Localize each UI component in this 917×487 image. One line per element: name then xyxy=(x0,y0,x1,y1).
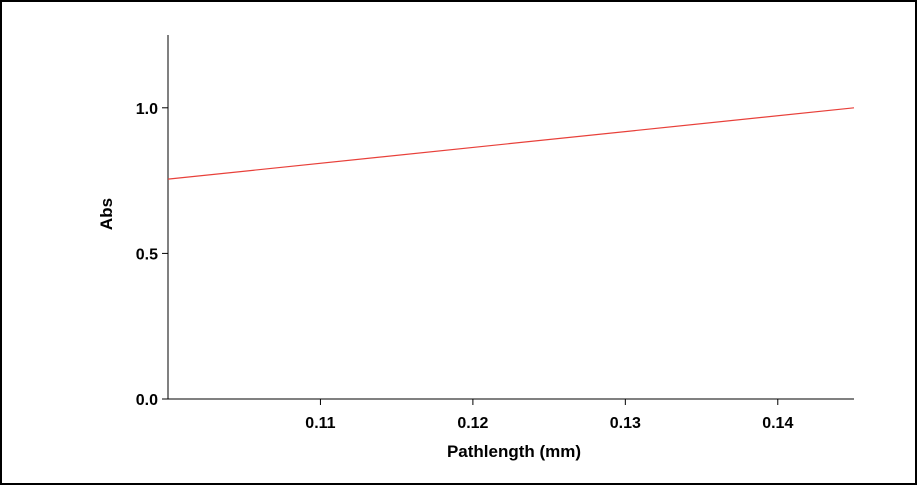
y-axis-label: Abs xyxy=(97,198,116,230)
x-tick-label: 0.13 xyxy=(610,415,641,432)
y-tick-label: 0.0 xyxy=(136,392,158,409)
y-tick-label: 1.0 xyxy=(136,101,158,118)
x-axis-label: Pathlength (mm) xyxy=(447,442,581,461)
series-group xyxy=(167,107,855,180)
x-tick-label: 0.12 xyxy=(457,415,488,432)
x-tick-label: 0.11 xyxy=(305,415,335,432)
y-tick-label: 0.5 xyxy=(136,246,158,263)
x-ticks: 0.11 0.12 0.13 0.14 xyxy=(305,399,793,432)
x-tick-label: 0.14 xyxy=(762,415,793,432)
y-ticks: 0.0 0.5 1.0 xyxy=(136,101,168,409)
series-line xyxy=(167,107,855,180)
